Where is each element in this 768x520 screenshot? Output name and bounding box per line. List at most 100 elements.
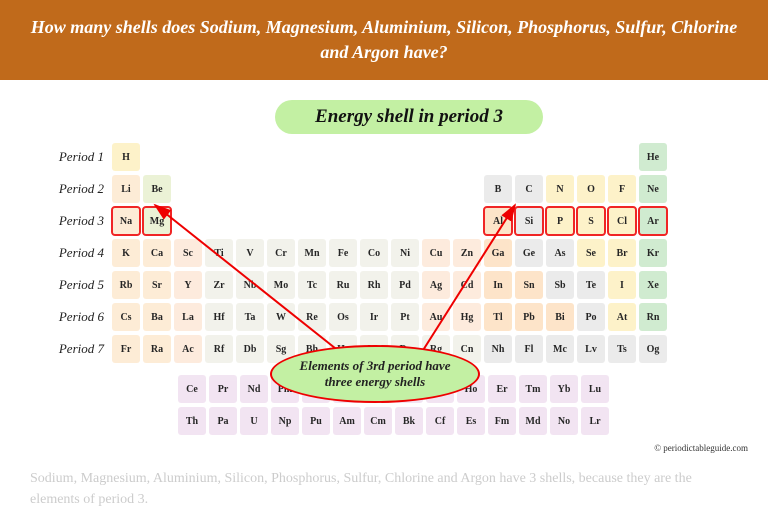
- element-cell: Tc: [298, 271, 326, 299]
- element-cell: Nd: [240, 375, 268, 403]
- period-label: Period 1: [30, 149, 112, 165]
- element-cell: Ag: [422, 271, 450, 299]
- element-cell: Og: [639, 335, 667, 363]
- element-cell: Cs: [112, 303, 140, 331]
- element-cell: Ca: [143, 239, 171, 267]
- period-row: Period 4KCaScTiVCrMnFeCoNiCuZnGaGeAsSeBr…: [30, 238, 750, 268]
- element-cell: Co: [360, 239, 388, 267]
- periodic-table-diagram: Energy shell in period 3 Period 1HHePeri…: [0, 80, 768, 448]
- element-cell: Ir: [360, 303, 388, 331]
- element-cell: As: [546, 239, 574, 267]
- element-cell: Mg: [143, 207, 171, 235]
- period-row: Period 2LiBeBCNOFNe: [30, 174, 750, 204]
- element-cell: Ar: [639, 207, 667, 235]
- element-cell: B: [484, 175, 512, 203]
- element-cell: Bk: [395, 407, 423, 435]
- element-cell: Sr: [143, 271, 171, 299]
- period-label: Period 5: [30, 277, 112, 293]
- element-cell: Ni: [391, 239, 419, 267]
- element-cell: Th: [178, 407, 206, 435]
- element-cell: Lv: [577, 335, 605, 363]
- diagram-title: Energy shell in period 3: [275, 100, 543, 134]
- element-cell: C: [515, 175, 543, 203]
- element-cell: Fl: [515, 335, 543, 363]
- element-cell: Yb: [550, 375, 578, 403]
- element-cell: Ga: [484, 239, 512, 267]
- period-row: Period 5RbSrYZrNbMoTcRuRhPdAgCdInSnSbTeI…: [30, 270, 750, 300]
- element-cell: Sn: [515, 271, 543, 299]
- element-cell: Mc: [546, 335, 574, 363]
- element-cell: Ac: [174, 335, 202, 363]
- element-cell: Mo: [267, 271, 295, 299]
- element-cell: Md: [519, 407, 547, 435]
- element-cell: Sc: [174, 239, 202, 267]
- element-cell: Pt: [391, 303, 419, 331]
- element-cell: Be: [143, 175, 171, 203]
- diagram-title-wrap: Energy shell in period 3: [60, 100, 758, 134]
- element-cell: F: [608, 175, 636, 203]
- element-cell: Ru: [329, 271, 357, 299]
- element-cell: S: [577, 207, 605, 235]
- element-cell: Fe: [329, 239, 357, 267]
- element-cell: Es: [457, 407, 485, 435]
- element-cell: Tm: [519, 375, 547, 403]
- element-cell: Pd: [391, 271, 419, 299]
- element-cell: Ba: [143, 303, 171, 331]
- element-cell: Bi: [546, 303, 574, 331]
- element-cell: Am: [333, 407, 361, 435]
- element-cell: Mn: [298, 239, 326, 267]
- period-label: Period 2: [30, 181, 112, 197]
- element-cell: Rb: [112, 271, 140, 299]
- element-cell: Sb: [546, 271, 574, 299]
- element-cell: Kr: [639, 239, 667, 267]
- element-cell: W: [267, 303, 295, 331]
- element-cell: Rn: [639, 303, 667, 331]
- element-cell: Cl: [608, 207, 636, 235]
- element-cell: Tl: [484, 303, 512, 331]
- element-cell: P: [546, 207, 574, 235]
- element-cell: Ne: [639, 175, 667, 203]
- element-cell: No: [550, 407, 578, 435]
- element-cell: Np: [271, 407, 299, 435]
- element-cell: La: [174, 303, 202, 331]
- element-cell: Cu: [422, 239, 450, 267]
- element-cell: Zr: [205, 271, 233, 299]
- element-cell: Na: [112, 207, 140, 235]
- header-banner: How many shells does Sodium, Magnesium, …: [0, 0, 768, 80]
- element-cell: Cm: [364, 407, 392, 435]
- credit-text: © periodictableguide.com: [654, 443, 748, 453]
- callout-bubble: Elements of 3rd period have three energy…: [270, 345, 480, 403]
- element-cell: V: [236, 239, 264, 267]
- element-cell: Lu: [581, 375, 609, 403]
- element-cell: Xe: [639, 271, 667, 299]
- element-cell: Rf: [205, 335, 233, 363]
- element-cell: Pr: [209, 375, 237, 403]
- element-cell: Ge: [515, 239, 543, 267]
- period-row: Period 3NaMgAlSiPSClAr: [30, 206, 750, 236]
- period-label: Period 4: [30, 245, 112, 261]
- element-cell: Al: [484, 207, 512, 235]
- element-cell: Rh: [360, 271, 388, 299]
- periodic-table: Period 1HHePeriod 2LiBeBCNOFNePeriod 3Na…: [30, 142, 750, 364]
- element-cell: In: [484, 271, 512, 299]
- element-cell: K: [112, 239, 140, 267]
- element-cell: N: [546, 175, 574, 203]
- element-cell: Db: [236, 335, 264, 363]
- element-cell: Te: [577, 271, 605, 299]
- element-cell: Pb: [515, 303, 543, 331]
- element-cell: H: [112, 143, 140, 171]
- element-cell: Po: [577, 303, 605, 331]
- element-cell: Pa: [209, 407, 237, 435]
- element-cell: Pu: [302, 407, 330, 435]
- element-cell: Hf: [205, 303, 233, 331]
- element-cell: Ts: [608, 335, 636, 363]
- element-cell: At: [608, 303, 636, 331]
- period-label: Period 6: [30, 309, 112, 325]
- element-cell: Er: [488, 375, 516, 403]
- element-cell: Se: [577, 239, 605, 267]
- element-cell: Nb: [236, 271, 264, 299]
- period-label: Period 7: [30, 341, 112, 357]
- element-cell: Ce: [178, 375, 206, 403]
- element-cell: Re: [298, 303, 326, 331]
- element-cell: Cr: [267, 239, 295, 267]
